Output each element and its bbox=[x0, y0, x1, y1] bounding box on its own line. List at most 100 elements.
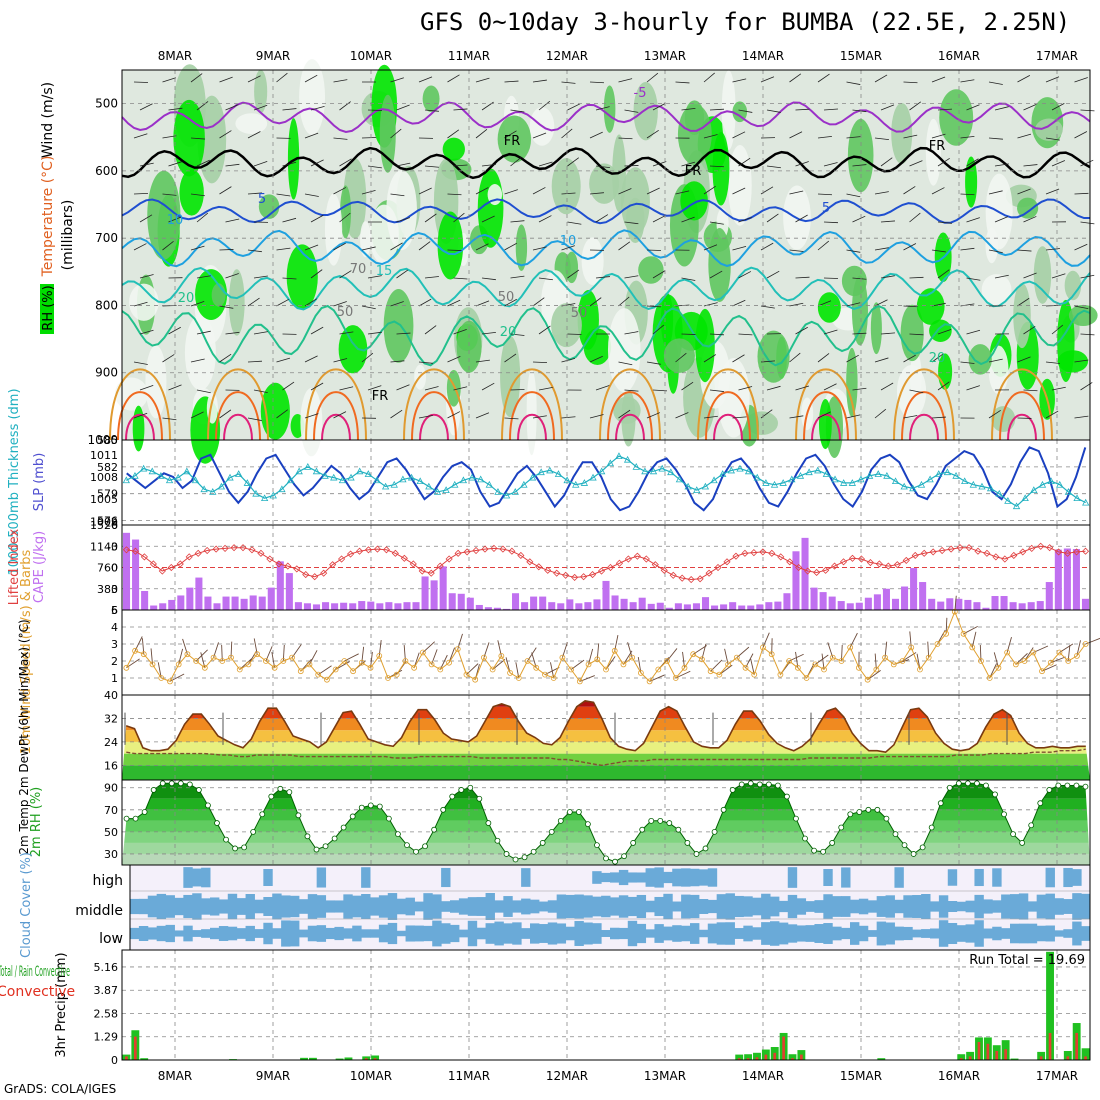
li-point bbox=[445, 555, 453, 563]
li-point bbox=[1046, 544, 1054, 552]
cape-bar bbox=[928, 598, 936, 610]
wind-barb bbox=[624, 275, 639, 279]
wind-barb bbox=[253, 104, 268, 111]
wind10m-point bbox=[289, 654, 295, 661]
cloud-cell bbox=[1018, 893, 1029, 920]
wind-barb bbox=[681, 107, 696, 111]
cloud-cell bbox=[298, 899, 309, 914]
wind10m-point bbox=[629, 654, 636, 661]
rh2m-point bbox=[431, 826, 438, 833]
cloud-cell bbox=[921, 929, 931, 938]
wind-barb bbox=[817, 193, 833, 196]
wind-barb bbox=[361, 352, 374, 363]
isotherm-warm-tongue bbox=[901, 391, 947, 441]
rh2m-point bbox=[585, 821, 591, 828]
cloud-cell bbox=[1072, 893, 1082, 920]
cloud-cell bbox=[1010, 894, 1020, 919]
thickness-point bbox=[796, 471, 805, 479]
cloud-cell bbox=[867, 930, 878, 937]
thickness-point bbox=[321, 471, 329, 479]
cloud-cell bbox=[201, 898, 211, 915]
wind10m-point bbox=[1065, 658, 1072, 664]
cloud-cell bbox=[512, 922, 522, 945]
cloud-cell bbox=[521, 928, 531, 939]
wind-barb bbox=[646, 412, 661, 419]
li-point bbox=[768, 549, 776, 557]
wind-barb bbox=[675, 412, 689, 419]
wind10m-point bbox=[498, 653, 505, 659]
cape-bar bbox=[1054, 549, 1062, 610]
rh2m-point bbox=[1028, 822, 1035, 829]
slp-axis-title: SLP (mb) bbox=[32, 453, 47, 512]
wind-barb bbox=[561, 81, 576, 84]
cape-bar bbox=[638, 597, 646, 610]
thickness-point bbox=[840, 479, 848, 486]
rh-contour-blob bbox=[254, 69, 268, 114]
cloud-cell bbox=[921, 894, 931, 919]
wind10m-point bbox=[1021, 658, 1028, 664]
cloud-cell bbox=[743, 896, 753, 917]
wind-barb bbox=[1074, 305, 1089, 309]
wind10m-point bbox=[978, 658, 984, 664]
thickness-point bbox=[675, 475, 684, 483]
thickness-point bbox=[451, 480, 459, 488]
cloud-cell bbox=[645, 868, 655, 887]
wind-barb bbox=[225, 104, 239, 111]
wind10m-point bbox=[672, 675, 679, 681]
cloud-cell bbox=[601, 930, 611, 937]
isotherm-warm-tongue bbox=[313, 391, 359, 441]
wind10m-point bbox=[664, 658, 670, 664]
rh-contour-blob bbox=[677, 104, 712, 165]
rh-contour-blob bbox=[708, 228, 731, 302]
wind-barb bbox=[789, 415, 804, 419]
wind-barb bbox=[168, 326, 181, 335]
wind10m-point bbox=[777, 671, 784, 678]
rh2m-point bbox=[974, 780, 980, 787]
li-point bbox=[230, 544, 238, 552]
wind-barb bbox=[903, 81, 918, 84]
wind-barb bbox=[880, 104, 895, 111]
cape-bar bbox=[1045, 582, 1053, 610]
wind-barb bbox=[168, 216, 182, 223]
wind-barb bbox=[247, 249, 262, 253]
precip-convective-bar bbox=[364, 1058, 368, 1060]
wind-barb bbox=[966, 385, 980, 391]
cloud-cell bbox=[565, 926, 575, 941]
li-point bbox=[293, 565, 301, 573]
rh-contour-blob bbox=[287, 118, 300, 200]
wind-barb bbox=[937, 329, 952, 335]
wind-barb bbox=[846, 302, 861, 307]
cloud-cell bbox=[743, 925, 753, 942]
rh2m-point bbox=[802, 835, 808, 842]
isotherm-warm-tongue bbox=[517, 413, 547, 441]
rh-contour-blob bbox=[179, 169, 204, 216]
cloud-cell bbox=[387, 922, 398, 945]
cape-bar bbox=[810, 587, 818, 610]
wind-barb bbox=[276, 72, 288, 83]
wind-barb bbox=[162, 417, 177, 421]
wind-barb bbox=[738, 109, 753, 113]
top-date-label: 15MAR bbox=[840, 49, 882, 63]
wind-barb bbox=[988, 81, 1003, 85]
wind-barb bbox=[196, 212, 209, 223]
precip-convective-bar bbox=[1084, 1056, 1087, 1060]
li-point bbox=[400, 554, 408, 562]
wind-barb bbox=[966, 217, 980, 223]
cloud-cell bbox=[681, 894, 691, 919]
thickness-point bbox=[995, 489, 1003, 497]
cloud-cell bbox=[832, 926, 842, 941]
precip-convective-bar bbox=[764, 1054, 768, 1060]
wind-barb bbox=[624, 165, 639, 167]
wind-barb bbox=[390, 128, 402, 139]
wind-barb bbox=[909, 101, 922, 111]
wind-barb bbox=[282, 108, 297, 111]
rh2m-point bbox=[955, 780, 962, 787]
wind-barb bbox=[766, 213, 779, 223]
rh2m-point bbox=[123, 815, 130, 822]
wind-barb bbox=[481, 163, 496, 167]
rh-contour-blob bbox=[660, 292, 674, 347]
wind-barb bbox=[253, 331, 268, 335]
thickness-point bbox=[1056, 480, 1064, 488]
wind-barb bbox=[675, 190, 690, 195]
thickness-point bbox=[200, 485, 208, 493]
